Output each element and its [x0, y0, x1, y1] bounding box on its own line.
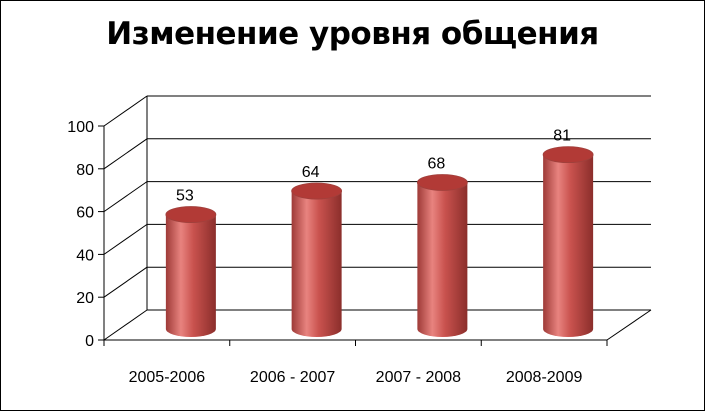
- labels-layer: 0 20 40 60 80 100 2005-2006 2006 - 2007 2007 - 2…: [67, 119, 582, 386]
- x-tick-label: 2008-2009: [506, 369, 583, 386]
- gridline-side: [103, 95, 148, 127]
- gridline-side: [103, 138, 148, 170]
- floor-right-edge: [606, 309, 652, 341]
- gridline-side: [103, 223, 148, 255]
- x-tick-label: 2006 - 2007: [250, 369, 336, 386]
- gridline-side: [103, 309, 148, 341]
- bar-top: [542, 146, 594, 164]
- y-tick-label: 40: [76, 247, 94, 264]
- data-label: 53: [176, 188, 194, 205]
- bar-top: [165, 206, 217, 223]
- bar-body: [543, 154, 594, 337]
- data-label: 64: [302, 164, 320, 181]
- bar: [542, 146, 594, 337]
- bar: [291, 182, 343, 337]
- gridline-side: [103, 266, 148, 298]
- bars-layer: [165, 146, 594, 337]
- x-tick-label: 2005-2006: [129, 369, 206, 386]
- bar-body: [165, 214, 216, 337]
- bar: [416, 174, 468, 337]
- data-label: 68: [427, 155, 445, 172]
- y-tick-label: 100: [67, 119, 94, 136]
- data-label: 81: [553, 128, 571, 145]
- y-tick-label: 80: [76, 162, 94, 179]
- bar-top: [291, 182, 343, 200]
- bar-top: [416, 174, 468, 191]
- y-tick-label: 0: [85, 333, 94, 350]
- y-tick-label: 60: [76, 205, 94, 222]
- y-tick-label: 20: [76, 290, 94, 307]
- x-tick-label: 2007 - 2008: [376, 369, 462, 386]
- bar: [165, 206, 217, 337]
- chart-title: Изменение уровня общения: [106, 16, 599, 52]
- bar-body: [291, 191, 342, 337]
- bar-body: [417, 182, 468, 337]
- gridline-side: [103, 181, 148, 213]
